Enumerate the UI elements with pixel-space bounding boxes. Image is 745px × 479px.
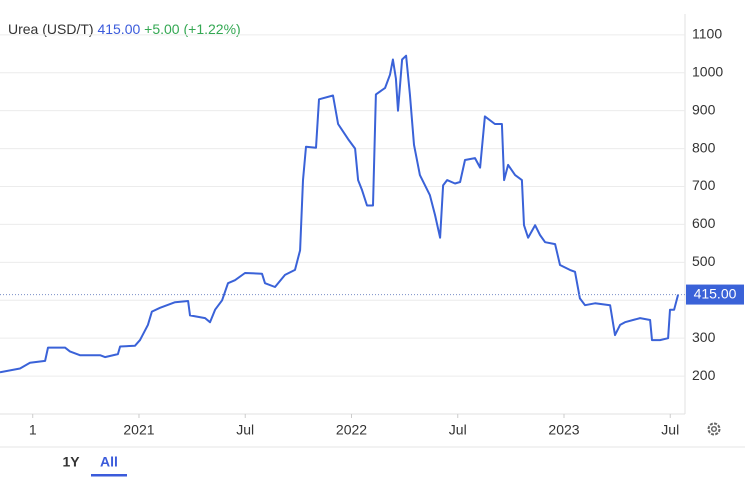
x-tick-label: Jul: [449, 422, 467, 438]
price-tag-label: 415.00: [694, 285, 737, 301]
price-line: [0, 54, 680, 374]
x-tick-label: 2023: [548, 422, 579, 438]
y-tick-label: 1100: [692, 26, 722, 42]
x-tick-label: Jul: [236, 422, 254, 438]
y-tick-label: 200: [692, 367, 716, 383]
x-tick-label: 2021: [123, 422, 154, 438]
price: 415.00: [97, 21, 140, 37]
range-underline: [91, 474, 127, 477]
y-tick-label: 300: [692, 329, 716, 345]
y-tick-label: 700: [692, 177, 716, 193]
y-tick-label: 600: [692, 215, 716, 231]
y-tick-label: 500: [692, 253, 716, 269]
range-button[interactable]: All: [100, 454, 118, 470]
x-tick-label: 2022: [336, 422, 367, 438]
header: Urea (USD/T) 415.00 +5.00 (+1.22%): [8, 21, 241, 37]
x-tick-label: 1: [29, 422, 37, 438]
y-tick-label: 800: [692, 139, 716, 155]
range-button[interactable]: 1Y: [62, 454, 80, 470]
settings-icon[interactable]: [707, 422, 721, 436]
price-tag: [686, 284, 744, 305]
y-tick-label: 900: [692, 101, 716, 117]
title: Urea (USD/T): [8, 21, 94, 37]
x-tick-label: Jul: [661, 422, 679, 438]
change-pct: (+1.22%): [184, 21, 241, 37]
change: +5.00: [144, 21, 180, 37]
y-tick-label: 1000: [692, 63, 723, 79]
